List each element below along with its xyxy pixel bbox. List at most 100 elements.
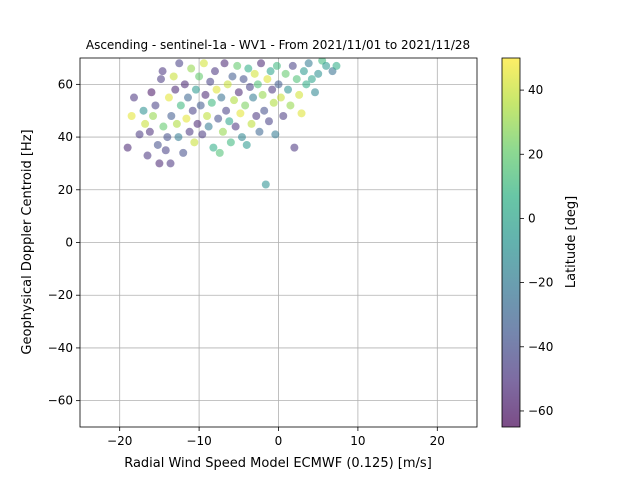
x-tick-label: 10 <box>350 434 365 448</box>
scatter-point <box>269 98 278 107</box>
scatter-point <box>207 98 216 107</box>
scatter-point <box>228 72 237 81</box>
y-tick-label: 60 <box>58 77 73 91</box>
y-axis-label: Geophysical Doppler Centroid [Hz] <box>20 129 35 354</box>
colorbar-tick-label: 40 <box>528 83 543 97</box>
scatter-point <box>193 119 202 128</box>
scatter-point <box>135 130 144 139</box>
scatter-point <box>266 67 275 76</box>
colorbar-label: Latitude [deg] <box>564 196 579 288</box>
grid-lines <box>80 58 477 427</box>
scatter-point <box>175 59 184 68</box>
scatter-point <box>218 127 227 136</box>
y-tick-label: 20 <box>58 183 73 197</box>
scatter-point <box>279 111 288 120</box>
scatter-point <box>217 93 226 102</box>
scatter-point <box>149 111 158 120</box>
scatter-point <box>250 69 259 78</box>
scatter-point <box>176 101 185 110</box>
scatter-point <box>253 80 262 89</box>
scatter-point <box>179 148 188 157</box>
x-tick-label: −20 <box>107 434 132 448</box>
x-axis-label: Radial Wind Speed Model ECMWF (0.125) [m… <box>124 456 432 471</box>
scatter-point <box>212 85 221 94</box>
scatter-point <box>230 96 239 105</box>
scatter-point <box>311 88 320 97</box>
scatter-point <box>258 90 267 99</box>
scatter-point <box>145 127 154 136</box>
scatter-point <box>314 69 323 78</box>
scatter-point <box>268 85 277 94</box>
scatter-point <box>185 127 194 136</box>
scatter-point <box>242 140 251 149</box>
scatter-point <box>198 130 207 139</box>
scatter-point <box>272 61 281 70</box>
scatter-point <box>263 75 272 84</box>
scatter-point <box>290 143 299 152</box>
colorbar-tick-label: 20 <box>528 147 543 161</box>
scatter-point <box>260 106 269 115</box>
scatter-point <box>158 67 167 76</box>
scatter-point <box>182 114 191 123</box>
scatter-point <box>153 140 162 149</box>
scatter-point <box>249 93 258 102</box>
scatter-point <box>281 69 290 78</box>
scatter-point <box>151 101 160 110</box>
scatter-point <box>222 106 231 115</box>
scatter-point <box>286 101 295 110</box>
scatter-point <box>226 138 235 147</box>
scatter-points <box>123 58 341 189</box>
scatter-point <box>204 122 213 131</box>
scatter-point <box>220 59 229 68</box>
scatter-point <box>236 109 245 118</box>
scatter-point <box>304 59 313 68</box>
scatter-point <box>252 111 261 120</box>
y-axis-ticks: −60 −40 −20 0 20 40 60 <box>48 77 80 408</box>
scatter-point <box>271 130 280 139</box>
scatter-point <box>244 64 253 73</box>
scatter-point <box>188 106 197 115</box>
scatter-point <box>295 90 304 99</box>
scatter-point <box>139 106 148 115</box>
scatter-point <box>163 133 172 142</box>
scatter-point <box>209 143 218 152</box>
scatter-point <box>203 111 212 120</box>
scatter-point <box>155 159 164 168</box>
scatter-point <box>171 85 180 94</box>
y-tick-label: −40 <box>48 341 73 355</box>
scatter-point <box>292 75 301 84</box>
scatter-point <box>187 64 196 73</box>
colorbar-tick-label: −60 <box>528 404 553 418</box>
scatter-point <box>239 75 248 84</box>
scatter-point <box>297 109 306 118</box>
scatter-point <box>225 117 234 126</box>
scatter-point <box>166 159 175 168</box>
scatter-point <box>156 75 165 84</box>
colorbar-tick-label: 0 <box>528 211 536 225</box>
scatter-point <box>201 90 210 99</box>
x-axis-ticks: −20 −10 0 10 20 <box>107 427 445 448</box>
scatter-point <box>284 85 293 94</box>
scatter-point <box>288 61 297 70</box>
scatter-point <box>299 67 308 76</box>
scatter-point <box>199 59 208 68</box>
scatter-point <box>180 80 189 89</box>
y-tick-label: 40 <box>58 130 73 144</box>
scatter-point <box>159 122 168 131</box>
scatter-point <box>257 59 266 68</box>
colorbar-ticks: −60 −40 −20 0 20 40 <box>520 83 553 418</box>
scatter-point <box>183 93 192 102</box>
scatter-point <box>241 101 250 110</box>
scatter-point <box>141 119 150 128</box>
x-tick-label: 0 <box>275 434 283 448</box>
scatter-point <box>195 72 204 81</box>
scatter-point <box>164 93 173 102</box>
scatter-point <box>215 148 224 157</box>
scatter-point <box>237 133 246 142</box>
scatter-point <box>143 151 152 160</box>
scatter-point <box>174 133 183 142</box>
scatter-point <box>172 119 181 128</box>
scatter-point <box>169 72 178 81</box>
scatter-point <box>214 114 223 123</box>
scatter-point <box>276 93 285 102</box>
